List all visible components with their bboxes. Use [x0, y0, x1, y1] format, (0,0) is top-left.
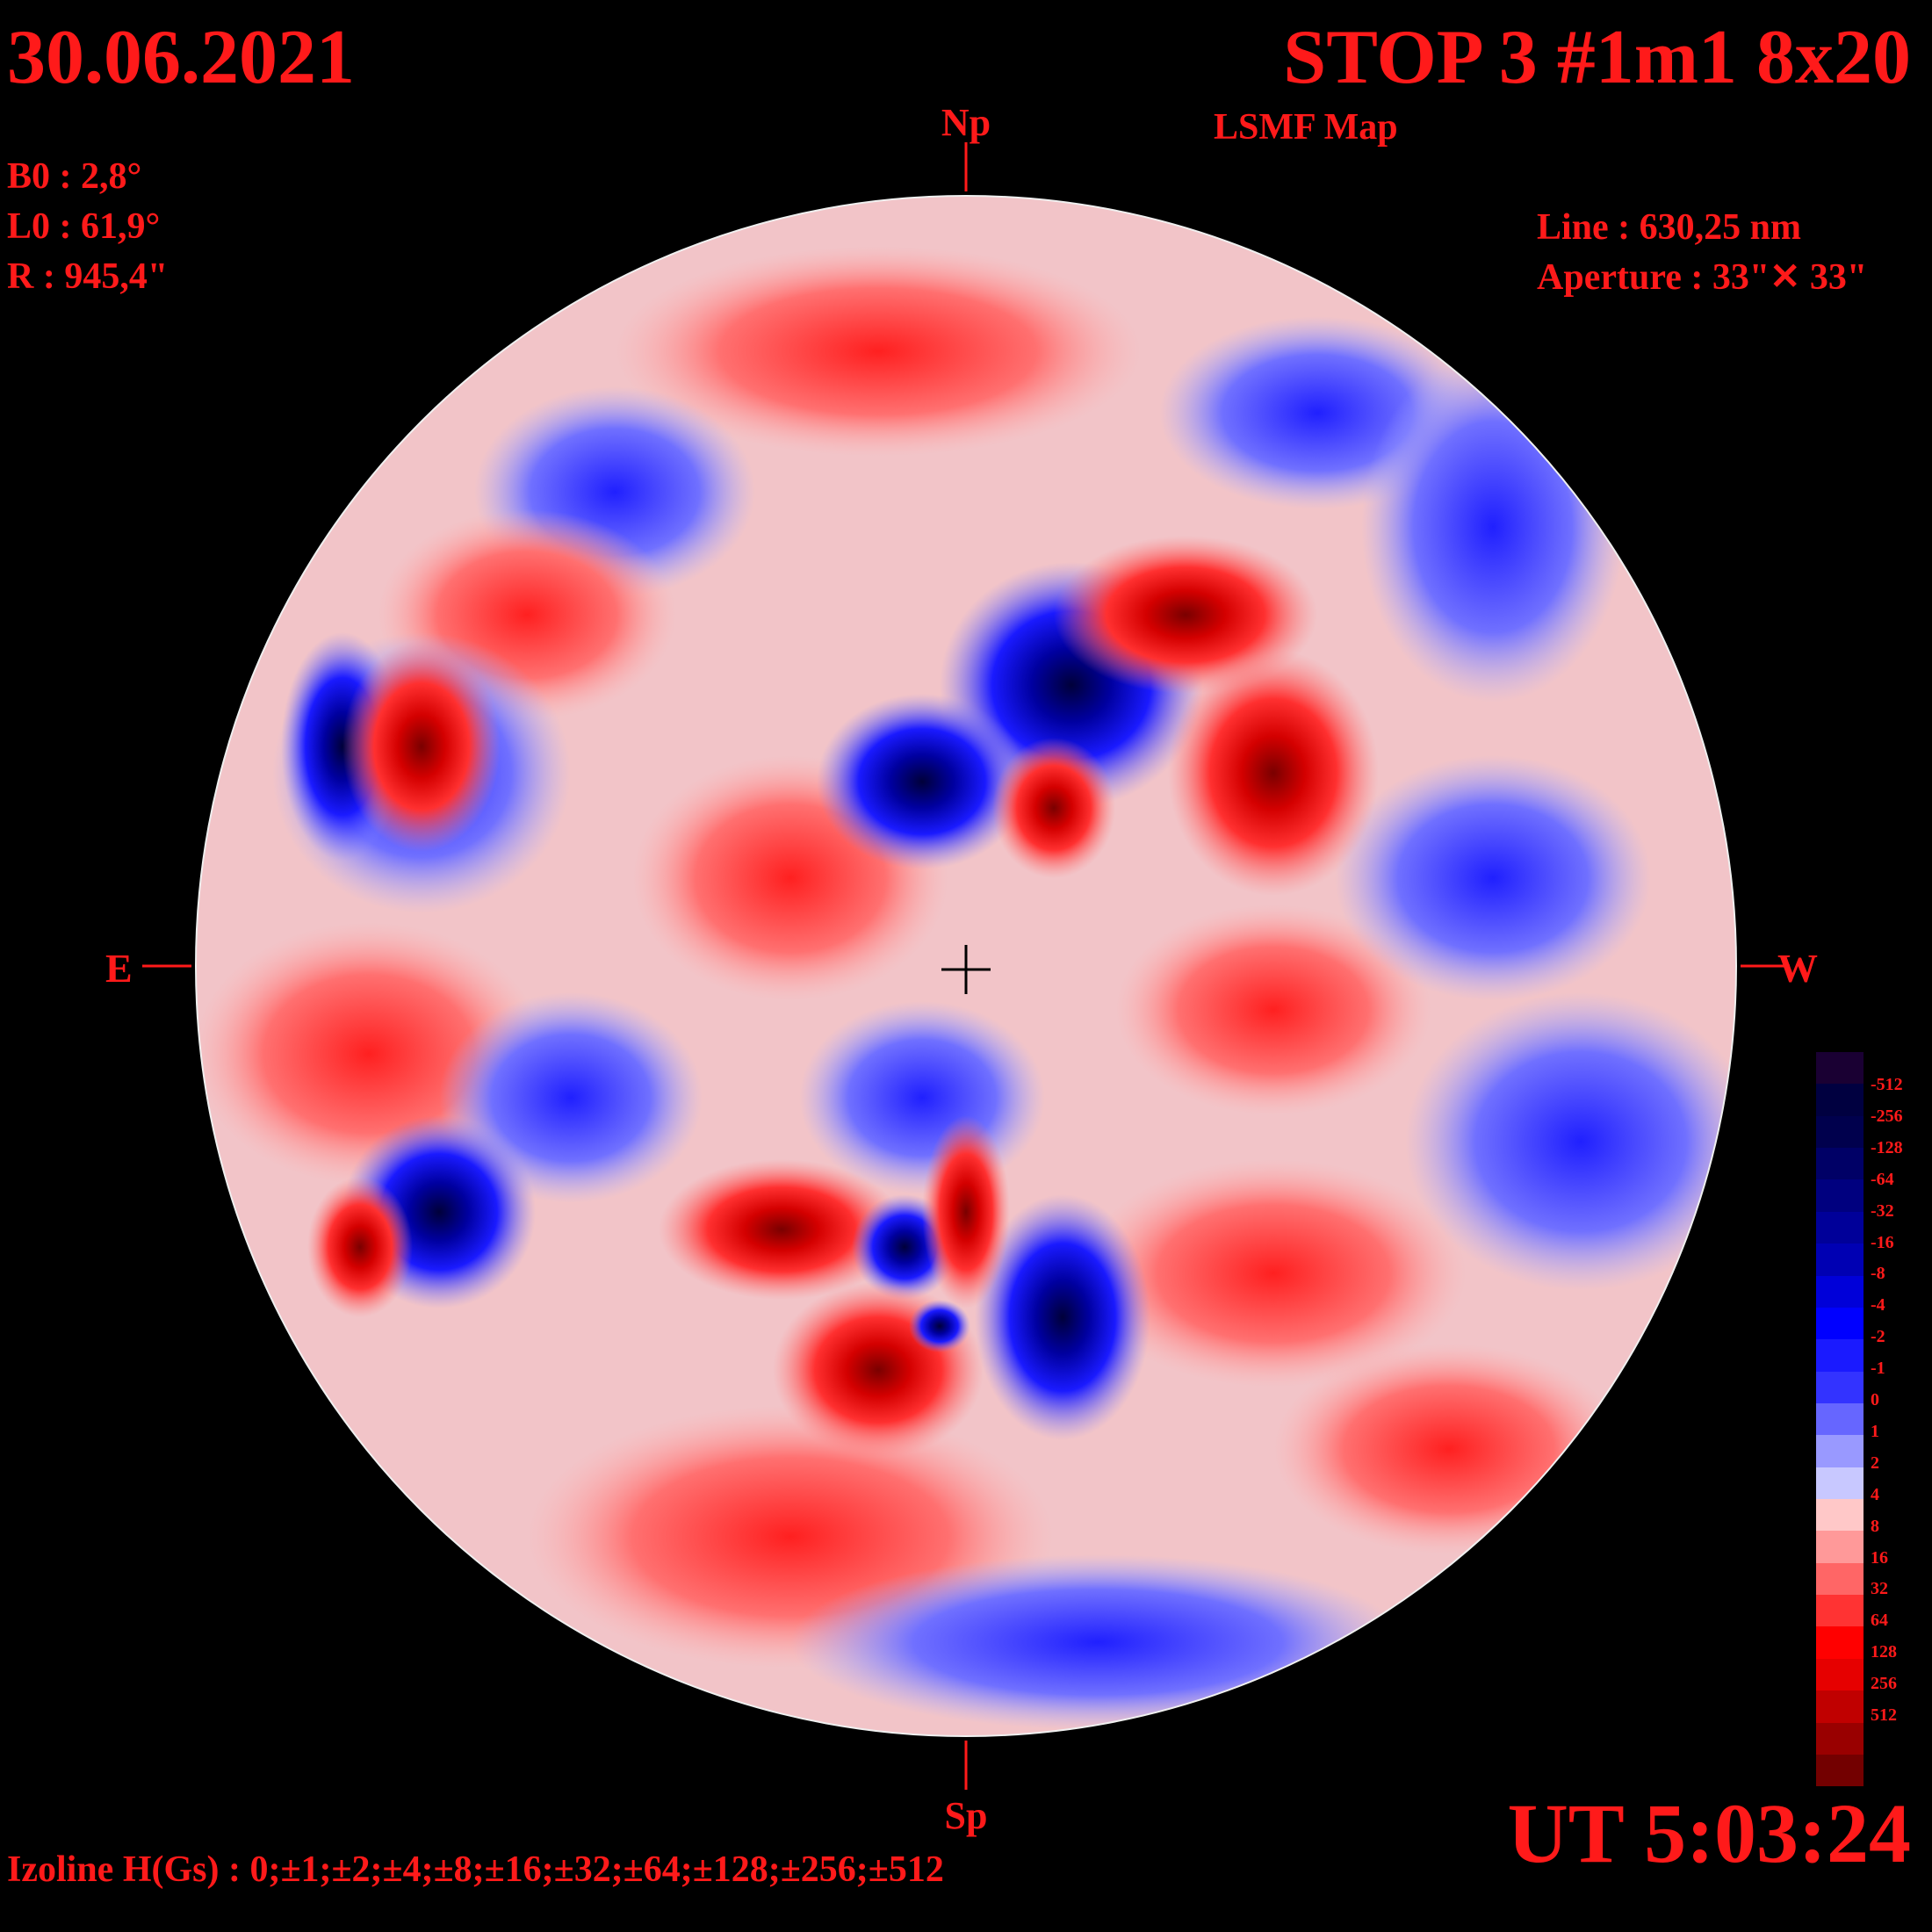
legend-label: -64 — [1871, 1169, 1894, 1189]
legend-label: -16 — [1871, 1232, 1894, 1252]
west-label: W — [1777, 946, 1818, 991]
east-label: E — [105, 946, 133, 991]
legend-swatch — [1816, 1562, 1864, 1596]
aperture-param: Aperture : 33"✕ 33" — [1537, 257, 1868, 298]
legend-label: 8 — [1871, 1516, 1879, 1536]
legend-label: 1 — [1871, 1421, 1879, 1441]
legend-swatch — [1816, 1084, 1864, 1116]
legend-swatch — [1816, 1754, 1864, 1787]
legend-swatch — [1816, 1211, 1864, 1244]
legend-swatch — [1816, 1307, 1864, 1340]
legend-swatch — [1816, 1467, 1864, 1500]
ut-time: UT 5:03:24 — [1507, 1786, 1911, 1880]
legend-swatch — [1816, 1690, 1864, 1723]
legend-swatch — [1816, 1402, 1864, 1436]
legend-label: 16 — [1871, 1547, 1888, 1568]
legend-swatch — [1816, 1244, 1864, 1276]
legend-label: 64 — [1871, 1611, 1888, 1631]
legend-label: -1 — [1871, 1359, 1885, 1379]
legend-label: -512 — [1871, 1075, 1903, 1094]
legend-label: 4 — [1871, 1484, 1879, 1504]
legend-label: 2 — [1871, 1453, 1879, 1473]
legend-label: 256 — [1871, 1674, 1897, 1694]
legend-swatch — [1816, 1626, 1864, 1659]
legend-label: -4 — [1871, 1295, 1885, 1316]
legend-swatch — [1816, 1148, 1864, 1180]
legend-swatch — [1816, 1658, 1864, 1691]
legend-swatch — [1816, 1435, 1864, 1467]
legend-label: -128 — [1871, 1137, 1903, 1157]
legend-swatch — [1816, 1275, 1864, 1308]
legend-label: -8 — [1871, 1264, 1885, 1284]
l0-param: L0 : 61,9° — [7, 206, 161, 247]
legend-label: 512 — [1871, 1705, 1897, 1725]
legend-swatch — [1816, 1115, 1864, 1149]
legend-swatch — [1816, 1339, 1864, 1372]
legend-label: -2 — [1871, 1327, 1885, 1347]
izoline-levels: Izoline H(Gs) : 0;±1;±2;±4;±8;±16;±32;±6… — [7, 1849, 944, 1890]
map-title: STOP 3 #1m1 8x20 — [1283, 15, 1911, 100]
legend-label: 0 — [1871, 1390, 1879, 1409]
date-label: 30.06.2021 — [7, 15, 355, 100]
legend-label: 128 — [1871, 1642, 1897, 1662]
legend-swatch — [1816, 1531, 1864, 1563]
line-param: Line : 630,25 nm — [1537, 207, 1802, 248]
color-legend — [1816, 1052, 1864, 1787]
legend-swatch — [1816, 1499, 1864, 1532]
legend-label: 32 — [1871, 1579, 1888, 1599]
legend-swatch — [1816, 1052, 1864, 1085]
legend-swatch — [1816, 1179, 1864, 1212]
b0-param: B0 : 2,8° — [7, 156, 142, 197]
legend-label: -32 — [1871, 1200, 1894, 1221]
south-pole-label: Sp — [944, 1794, 988, 1837]
legend-swatch — [1816, 1371, 1864, 1403]
legend-swatch — [1816, 1722, 1864, 1755]
radius-param: R : 945,4" — [7, 256, 169, 297]
legend-swatch — [1816, 1595, 1864, 1627]
north-pole-label: Np — [941, 101, 991, 144]
legend-label: -256 — [1871, 1106, 1903, 1126]
map-subtitle: LSMF Map — [1214, 107, 1398, 148]
